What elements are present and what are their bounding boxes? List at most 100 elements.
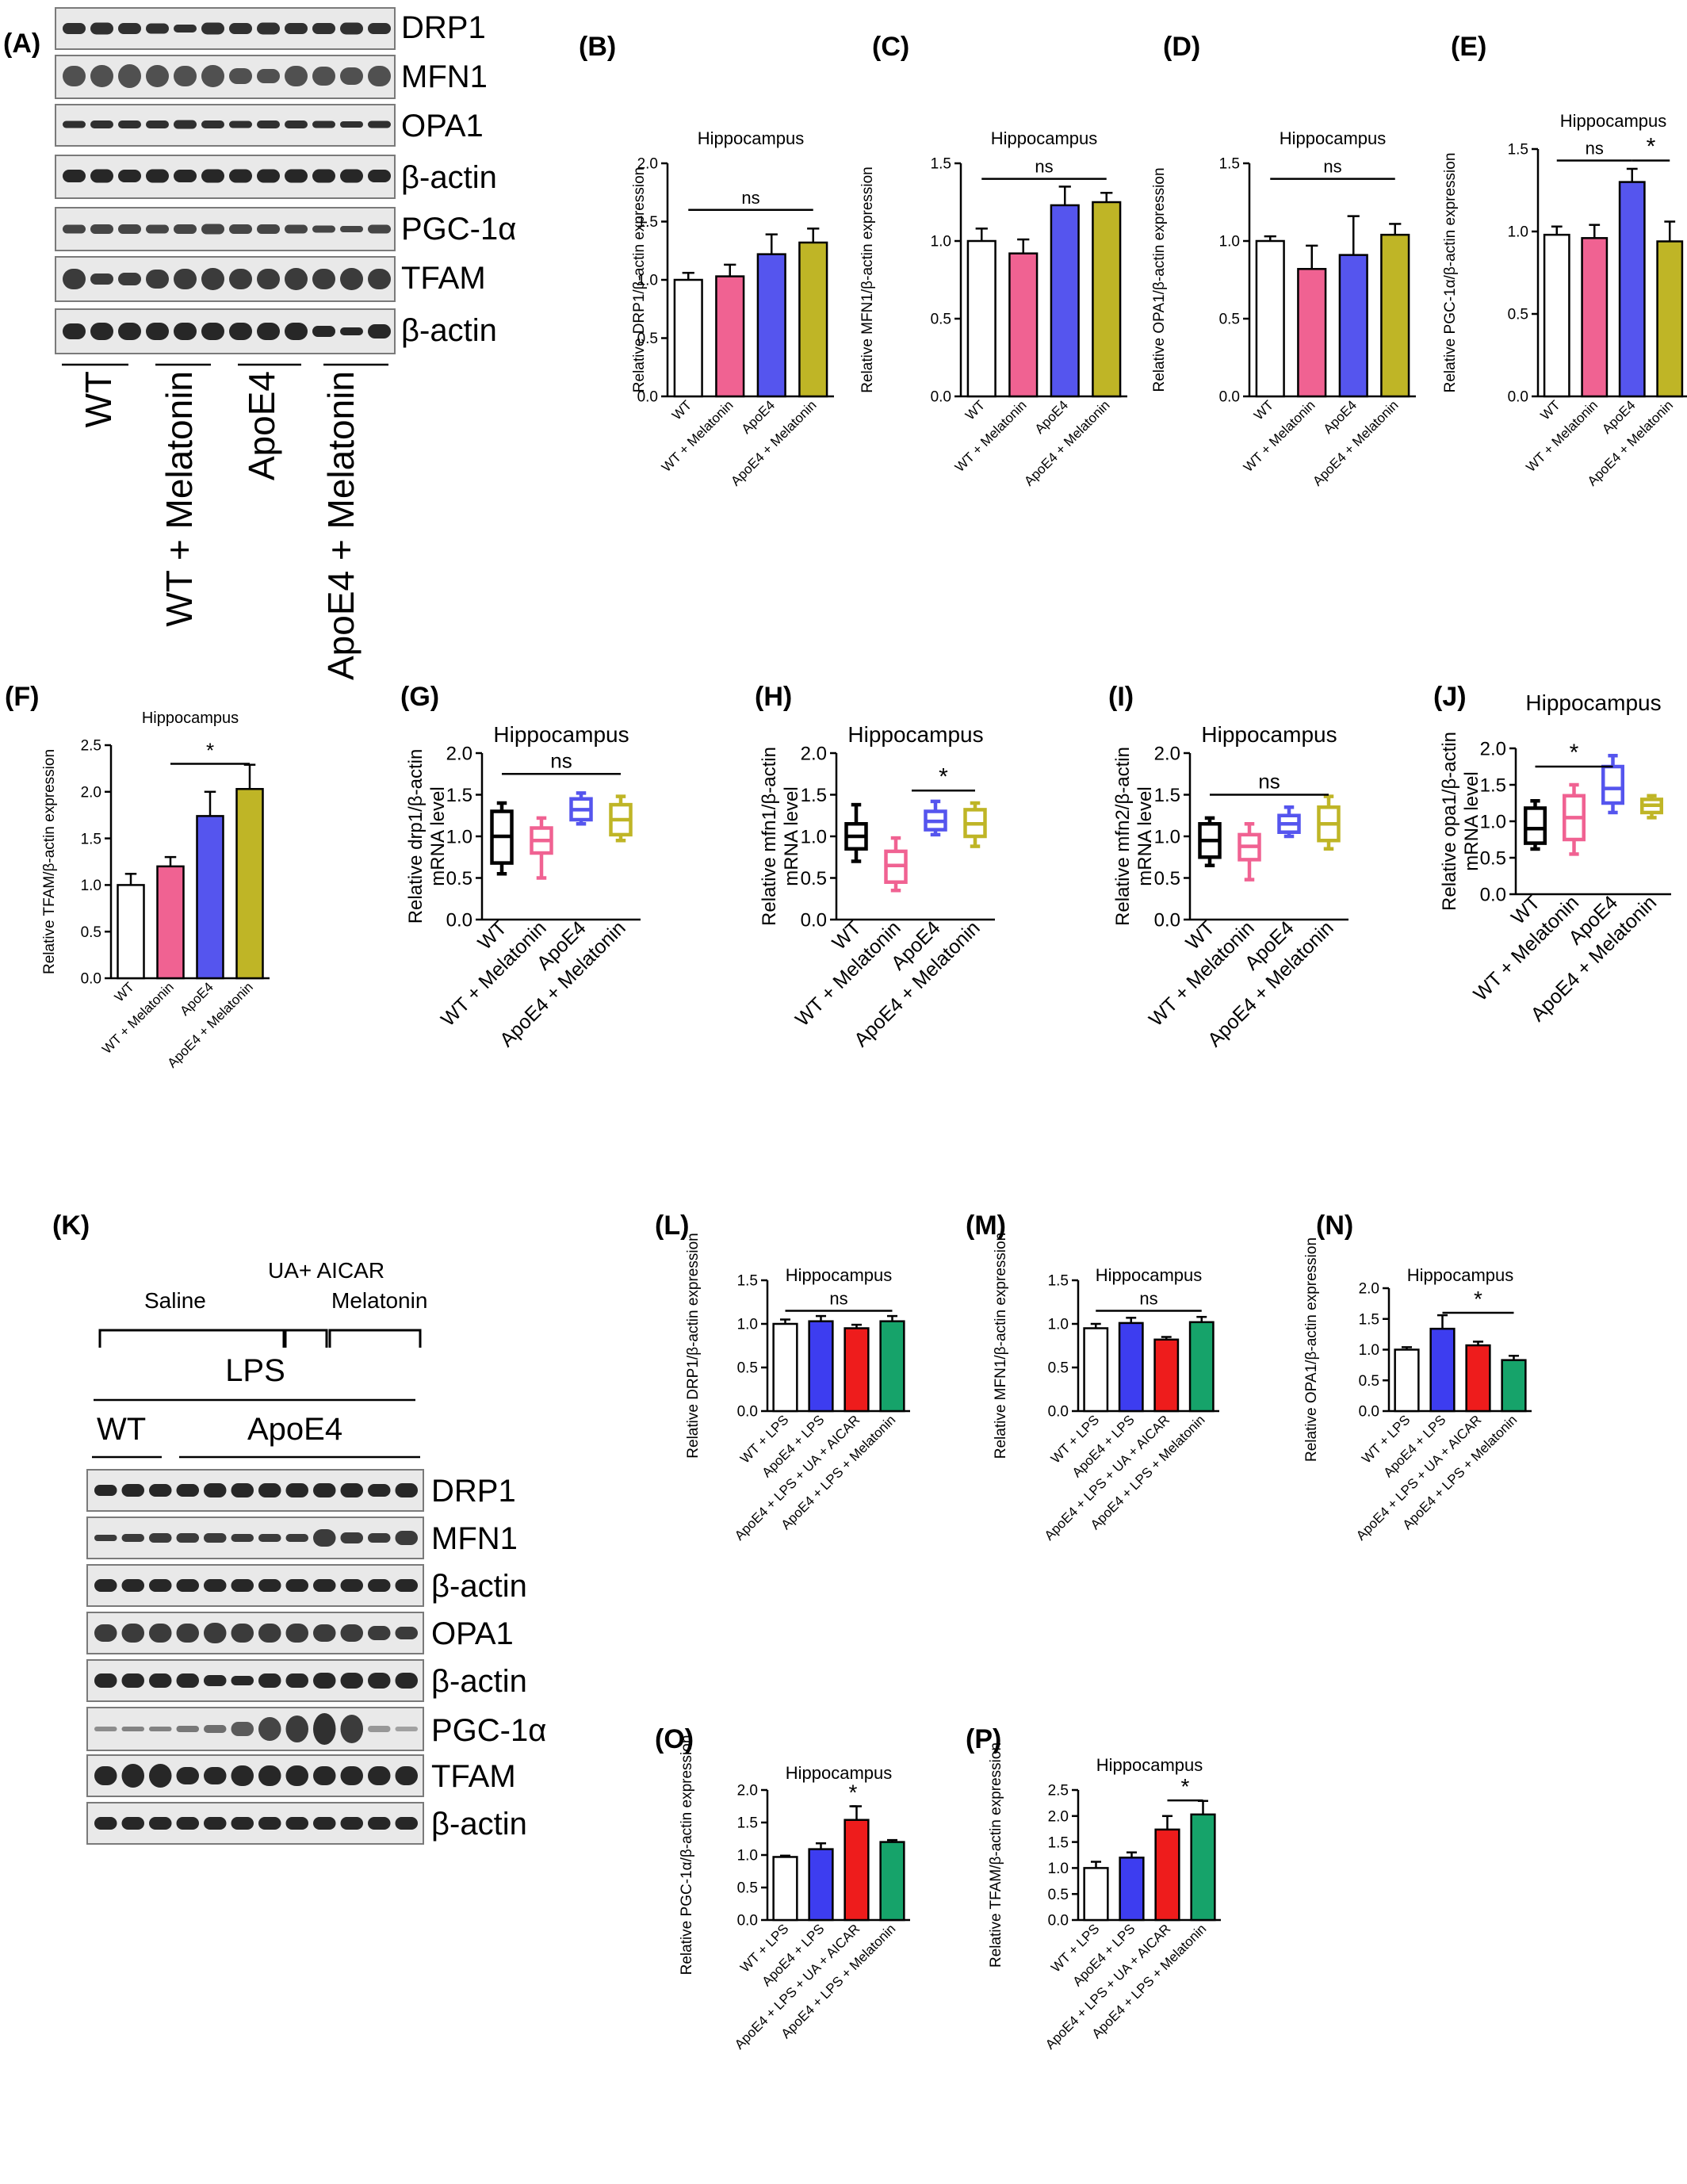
blot-band [204,1533,227,1543]
blot-band [368,1817,391,1830]
blot-k-label-ua-aicar-text: UA+ AICAR [268,1258,384,1283]
blot-band [63,224,86,234]
blot-band [63,269,86,289]
blot-a-label-drp1: DRP1 [401,10,486,45]
y-tick-label: 0.0 [1154,909,1180,931]
y-tick-label: 1.0 [1219,234,1240,251]
y-axis-label: Relative OPA1/β-actin expression [1303,1237,1320,1462]
blot-band [285,1483,308,1497]
bar [1465,1344,1491,1413]
significance-label: * [206,739,214,763]
blot-band [94,1535,117,1541]
blot-band [149,1579,172,1592]
blot-k-bands [94,1483,418,1830]
x-tick-label: WT + Melatonin [1241,397,1318,475]
bar [808,1320,834,1413]
blot-band [285,1579,308,1592]
y-axis-label: Relative PGC-1α/β-actin expression [679,1735,695,1976]
blot-k-label-drp1: DRP1 [431,1474,516,1509]
blot-band [257,323,280,340]
chart-i: 0.0 0.5 1.0 1.5 2.0 Hippocampus Relative mfn2/… [1112,722,1348,1051]
y-axis-label: Relative DRP1/β-actin expression [685,1233,702,1458]
bar [715,275,745,398]
bar [196,815,224,980]
y-tick-label: 1.0 [1359,1342,1379,1359]
significance-label: * [1570,740,1579,766]
blot-band [90,224,113,234]
blot-band [204,1483,227,1497]
chart-j: 0.0 0.5 1.0 1.5 2.0 Hippocampus Relative opa1/… [1439,690,1671,1026]
x-tick-label: ApoE4 + LPS [759,1412,827,1480]
chart-d: 0.0 0.5 1.0 1.5 Hippocampus Relative OPA1/β-a… [1151,128,1416,489]
blot-band [204,1767,227,1784]
significance-label: * [849,1780,858,1805]
blot-band [229,120,252,128]
blot-band [285,120,308,128]
y-tick-label: 0.5 [1359,1373,1379,1390]
significance-label: ns [829,1289,847,1309]
blot-band [312,326,335,337]
blot-band [174,323,197,340]
blot-band [395,1817,418,1830]
y-tick-label: 1.5 [81,831,101,847]
blot-band [121,1484,144,1497]
blot-band [257,120,280,128]
blot-band [176,1673,199,1688]
y-tick-label: 1.0 [801,826,827,847]
chart-c: 0.0 0.5 1.0 1.5 Hippocampus Relative MFN1/β-a… [859,128,1127,489]
blot-band [90,273,113,285]
blot-k-label-pgc1a: PGC-1α [431,1713,546,1748]
blot-band [176,1533,199,1543]
chart-n: 0.0 0.5 1.0 1.5 2.0 Hippocampus Relative OPA1/… [1303,1237,1532,1543]
blot-band [285,1534,308,1542]
blot-k-strips [86,1469,424,1845]
blot-band [340,1532,363,1543]
blot-band [395,1531,418,1545]
bar [798,241,828,398]
blot-a-label-actin-2: β-actin [401,313,497,348]
blot-band [312,169,335,183]
blot-band [258,1534,281,1542]
blot-a-label-tfam: TFAM [401,261,486,296]
panel-letter-c: (C) [872,32,909,62]
blot-band [149,1624,172,1643]
blot-k-label-opa1: OPA1 [431,1616,514,1651]
blot-band [340,1624,363,1642]
blot-band [340,1579,363,1592]
blot-band [176,1726,199,1732]
significance-label: * [1474,1287,1482,1311]
blot-band [395,1579,418,1592]
blot-band [368,269,391,289]
x-tick-label: ApoE4 [1032,397,1072,437]
panel-letter-b: (B) [579,32,616,62]
y-axis-label: Relative mfn2/β-actin [1112,747,1134,926]
blot-band [229,68,252,84]
x-tick-label: WT + Melatonin [659,397,736,475]
y-tick-label: 1.0 [446,826,472,847]
chart-f: 0.0 0.5 1.0 1.5 2.0 2.5 Hippocampus Relative TF… [41,710,270,1071]
blot-band [395,1483,418,1497]
blot-a-bands [63,22,391,340]
blot-band [313,1713,336,1745]
y-tick-label: 0.5 [1048,1887,1069,1903]
blot-band [340,121,363,128]
blot-band [201,22,224,35]
blot-k-label-ua-aicar: UA+ AICAR [268,1258,384,1283]
box [1524,806,1547,845]
panel-letter-p: (P) [966,1724,1001,1754]
panel-letter-d: (D) [1163,32,1200,62]
y-tick-label: 0.0 [931,389,951,406]
significance-label: ns [1258,770,1280,794]
blot-band [201,169,224,183]
blot-band [201,268,224,290]
y-axis-label: mRNA level [1134,786,1156,885]
blot-band [231,1579,254,1592]
y-tick-label: 1.5 [446,785,472,806]
y-tick-label: 1.5 [637,214,658,231]
blot-band [313,1529,336,1547]
blot-band [395,1727,418,1731]
y-tick-label: 0.0 [737,1913,758,1930]
blot-band [231,1624,254,1643]
y-tick-label: 1.0 [1480,811,1506,832]
bar [879,1841,905,1922]
